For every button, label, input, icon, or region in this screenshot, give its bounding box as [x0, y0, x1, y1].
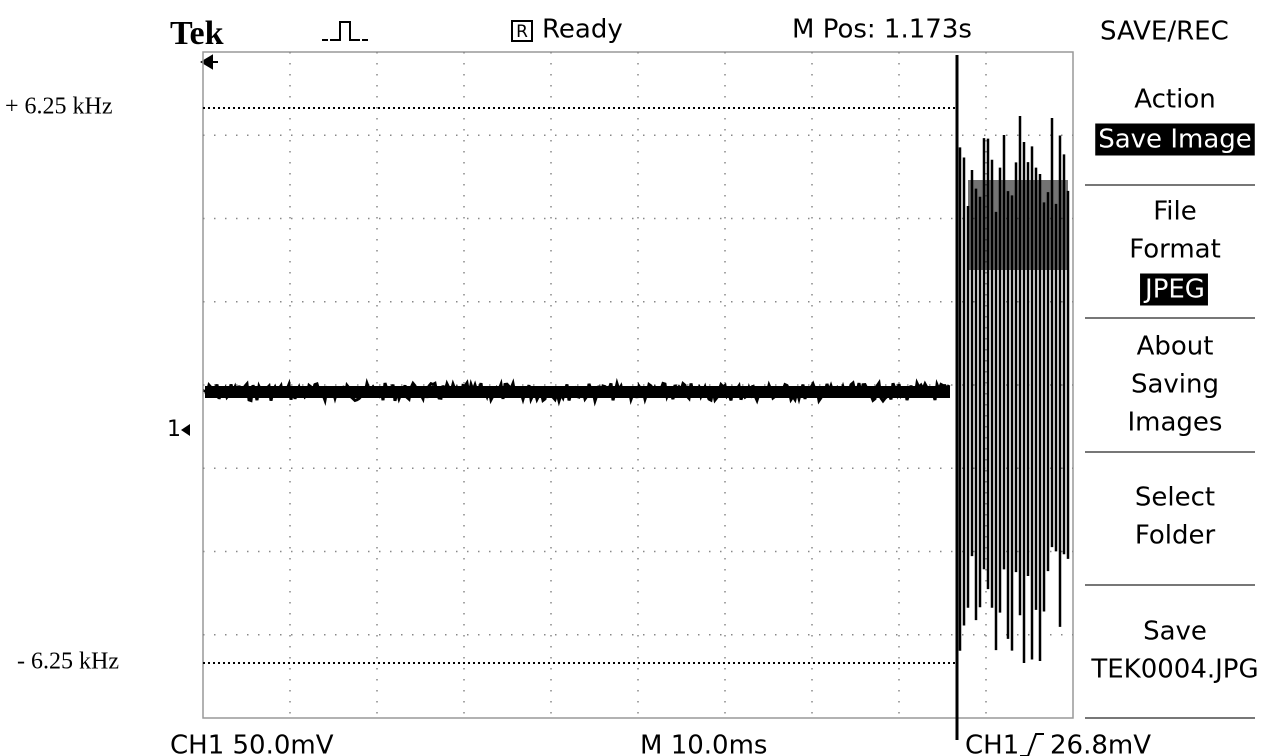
status: Ready	[542, 15, 623, 45]
trigger-slope	[1020, 733, 1044, 756]
menu-label: About	[1137, 332, 1214, 362]
lower-annotation: - 6.25 kHz	[17, 649, 119, 675]
menu-label: Folder	[1135, 521, 1216, 551]
position: M Pos: 1.173s	[792, 15, 972, 45]
menu-value-highlight	[1140, 273, 1208, 306]
status-icon-box	[511, 20, 533, 42]
menu-label: File	[1153, 197, 1197, 227]
trigger-source: CH1	[965, 731, 1019, 756]
channel-arrow	[181, 424, 190, 436]
ch1-scale: CH1 50.0mV	[170, 731, 334, 756]
menu-label: Save	[1143, 617, 1207, 647]
menu-value-highlight	[1095, 123, 1255, 156]
channel-marker: 1	[167, 417, 181, 442]
menu-title: SAVE/REC	[1100, 17, 1229, 47]
waveform-band	[205, 386, 950, 398]
menu-label: Action	[1134, 85, 1215, 115]
trigger-position-arrow	[200, 54, 218, 70]
acquisition-icon	[322, 21, 368, 41]
menu-label: Images	[1128, 408, 1223, 438]
menu-label: TEK0004.JPG	[1090, 655, 1258, 685]
upper-annotation: + 6.25 kHz	[5, 94, 113, 120]
menu-value: JPEG	[1143, 275, 1205, 305]
status-icon: R	[516, 22, 528, 42]
menu-label: Select	[1135, 483, 1215, 513]
menu-label: Saving	[1131, 370, 1219, 400]
trigger-level: 26.8mV	[1050, 731, 1151, 756]
menu-value: Save Image	[1098, 125, 1252, 155]
timebase: M 10.0ms	[640, 731, 767, 756]
waveform-burst-core	[968, 180, 1068, 270]
menu-label: Format	[1129, 235, 1221, 265]
brand: Tek	[170, 15, 224, 52]
